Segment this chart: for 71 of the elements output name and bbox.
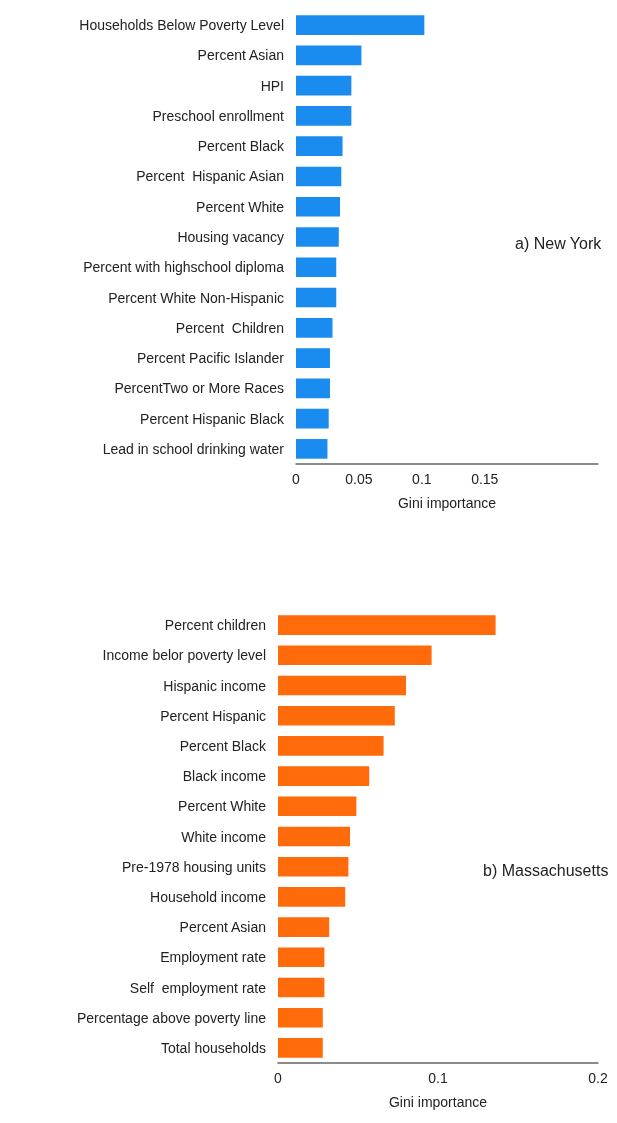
- y-tick-label: Percent children: [164, 617, 266, 634]
- y-tick-label: Employment rate: [160, 949, 267, 966]
- x-axis-title: Gini importance: [388, 1094, 488, 1110]
- bar: [296, 227, 339, 247]
- text: b) Massachusetts: [483, 861, 609, 879]
- bar: [296, 317, 333, 338]
- bar: [278, 917, 330, 937]
- bar: [296, 15, 425, 35]
- bar: [296, 136, 343, 157]
- y-tick-label: HPI: [260, 77, 284, 94]
- y-tick-label: Household income: [150, 888, 267, 905]
- x-tick-label: 0.15: [471, 471, 499, 487]
- bar: [296, 408, 329, 429]
- y-tick-label: Percent Asian: [197, 47, 284, 64]
- x-tick-label: 0.2: [588, 1070, 608, 1086]
- bar: [278, 736, 384, 756]
- x-tick-label: 0: [292, 471, 301, 487]
- y-tick-label: Percent Black: [197, 138, 285, 155]
- y-tick-label: Self employment rate: [129, 979, 267, 996]
- bar: [278, 947, 325, 968]
- y-tick-label: Black income: [182, 768, 267, 785]
- y-tick-label: PercentTwo or More Races: [114, 380, 284, 397]
- bar: [278, 826, 350, 847]
- bar: [296, 348, 330, 368]
- bar: [296, 257, 337, 278]
- x-axis-title: Gini importance: [397, 495, 497, 511]
- bar: [278, 766, 370, 786]
- bar: [278, 705, 395, 726]
- y-tick-label: Income belor poverty level: [102, 647, 266, 664]
- bar: [278, 1038, 323, 1058]
- y-tick-label: Percent Hispanic Asian: [136, 168, 284, 185]
- y-tick-label: Percent Hispanic Black: [140, 410, 285, 427]
- y-tick-label: Percent with highschool diploma: [83, 259, 285, 276]
- bar: [278, 1007, 323, 1028]
- bar: [278, 615, 496, 635]
- y-tick-label: Lead in school drinking water: [102, 440, 285, 457]
- y-tick-label: Households Below Poverty Level: [79, 17, 284, 34]
- y-tick-label: Percent Pacific Islander: [136, 350, 285, 367]
- bar: [278, 856, 349, 877]
- bar: [296, 45, 362, 66]
- y-tick-label: Pre-1978 housing units: [122, 858, 266, 875]
- x-tick-label: 0.1: [428, 1070, 448, 1086]
- bar: [278, 887, 346, 907]
- bar: [278, 977, 325, 998]
- bar: [296, 439, 328, 459]
- text: a) New York: [515, 234, 603, 252]
- bar: [296, 166, 342, 187]
- bar: [296, 378, 330, 399]
- bar: [278, 796, 357, 817]
- bar: [296, 106, 352, 126]
- y-tick-label: Percentage above poverty line: [76, 1009, 267, 1026]
- bar: [296, 196, 341, 217]
- y-tick-label: Percent Black: [179, 737, 267, 754]
- y-tick-label: Housing vacancy: [177, 229, 284, 245]
- x-tick-label: 0.05: [345, 471, 373, 487]
- x-tick-label: 0: [274, 1070, 283, 1086]
- bar: [296, 287, 337, 308]
- y-tick-label: Percent Children: [175, 319, 284, 336]
- y-tick-label: Percent Asian: [179, 919, 266, 936]
- bar: [278, 645, 432, 666]
- y-tick-label: Preschool enrollment: [152, 107, 285, 124]
- y-tick-label: Percent White: [178, 798, 267, 815]
- y-tick-label: White income: [181, 828, 267, 845]
- bar: [278, 675, 406, 696]
- y-tick-label: Percent Hispanic: [160, 707, 266, 724]
- y-tick-label: Percent White: [196, 198, 285, 215]
- y-tick-label: Percent White Non-Hispanic: [108, 289, 284, 306]
- y-tick-label: Hispanic income: [163, 677, 267, 694]
- y-tick-label: Total households: [160, 1039, 266, 1056]
- bar: [296, 75, 352, 96]
- x-tick-label: 0.1: [412, 471, 432, 487]
